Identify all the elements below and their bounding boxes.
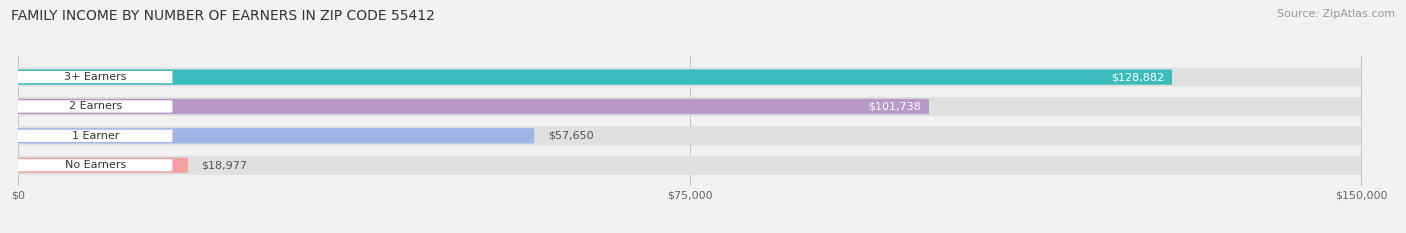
FancyBboxPatch shape (18, 69, 1173, 85)
Text: $57,650: $57,650 (547, 131, 593, 141)
Text: No Earners: No Earners (65, 160, 125, 170)
Text: 2 Earners: 2 Earners (69, 101, 122, 111)
Text: $128,882: $128,882 (1111, 72, 1164, 82)
FancyBboxPatch shape (18, 156, 1361, 175)
Text: 3+ Earners: 3+ Earners (63, 72, 127, 82)
Text: Source: ZipAtlas.com: Source: ZipAtlas.com (1277, 9, 1395, 19)
Text: $101,738: $101,738 (868, 101, 921, 111)
FancyBboxPatch shape (18, 71, 173, 83)
FancyBboxPatch shape (18, 158, 188, 173)
FancyBboxPatch shape (18, 159, 173, 171)
FancyBboxPatch shape (18, 97, 1361, 116)
FancyBboxPatch shape (18, 68, 1361, 87)
Text: 1 Earner: 1 Earner (72, 131, 120, 141)
FancyBboxPatch shape (18, 100, 173, 113)
FancyBboxPatch shape (18, 128, 534, 144)
FancyBboxPatch shape (18, 130, 173, 142)
FancyBboxPatch shape (18, 126, 1361, 145)
Text: FAMILY INCOME BY NUMBER OF EARNERS IN ZIP CODE 55412: FAMILY INCOME BY NUMBER OF EARNERS IN ZI… (11, 9, 434, 23)
FancyBboxPatch shape (18, 99, 929, 114)
Text: $18,977: $18,977 (201, 160, 247, 170)
